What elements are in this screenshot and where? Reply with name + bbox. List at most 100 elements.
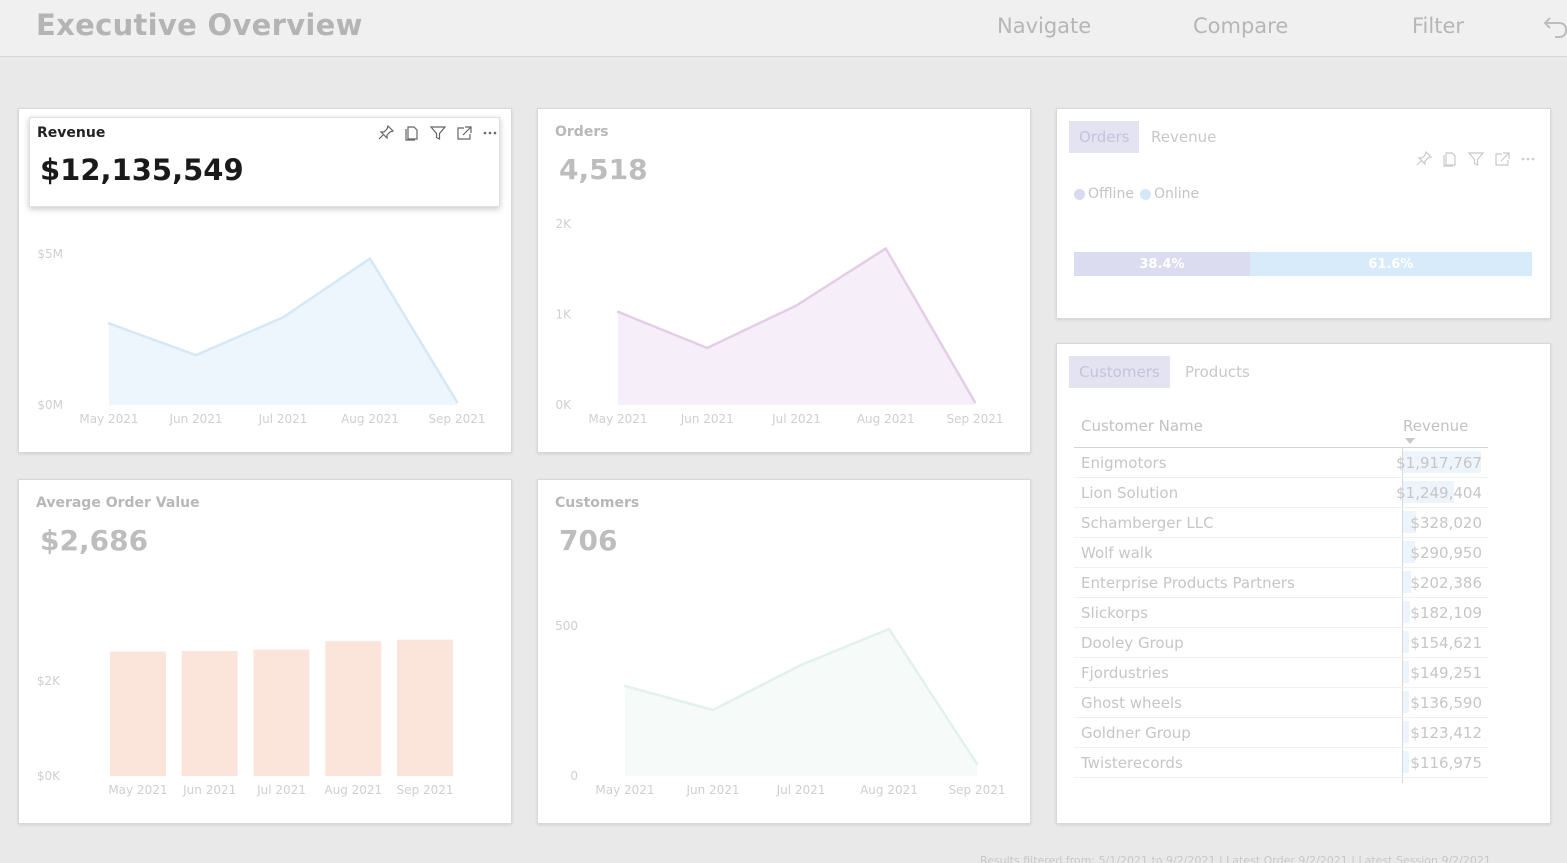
kpi-value: 706 xyxy=(559,524,618,557)
revenue-data-bar xyxy=(1403,691,1409,713)
card-title: Orders xyxy=(555,124,609,140)
table-row[interactable]: Ghost wheels $136,590 xyxy=(1074,688,1488,718)
more-options-icon[interactable] xyxy=(1519,151,1537,167)
nav-navigate[interactable]: Navigate xyxy=(997,14,1092,38)
table-row[interactable]: Schamberger LLC $328,020 xyxy=(1074,508,1488,538)
customer-name-cell: Wolf walk xyxy=(1081,544,1153,562)
customer-name-cell: Dooley Group xyxy=(1081,634,1184,652)
revenue-data-bar xyxy=(1403,511,1416,533)
customer-name-cell: Enigmotors xyxy=(1081,454,1167,472)
table-row[interactable]: Enterprise Products Partners $202,386 xyxy=(1074,568,1488,598)
customer-name-cell: Twisterecords xyxy=(1081,754,1183,772)
customer-name-cell: Lion Solution xyxy=(1081,484,1179,502)
copy-icon[interactable] xyxy=(403,125,421,141)
revenue-card[interactable]: $0M $5M May 2021 Jun 2021 Jul 2021 Aug 2021 Se… xyxy=(18,108,512,453)
offline-segment[interactable]: 38.4% xyxy=(1074,252,1250,276)
revenue-data-bar xyxy=(1403,721,1409,743)
channel-split-card[interactable]: Orders Revenue Offline Online 38.4% 61.6… xyxy=(1056,108,1551,319)
card-title: Customers xyxy=(555,495,640,511)
y-tick-label: $0K xyxy=(37,769,61,783)
table-row[interactable]: Lion Solution $1,249,404 xyxy=(1074,478,1488,508)
legend-item-offline[interactable]: Offline xyxy=(1074,186,1134,202)
y-tick-label: 0K xyxy=(555,398,572,412)
table-row[interactable]: Fjordustries $149,251 xyxy=(1074,658,1488,688)
more-options-icon[interactable] xyxy=(481,125,499,141)
revenue-data-bar xyxy=(1403,571,1411,593)
customer-name-cell: Schamberger LLC xyxy=(1081,514,1214,532)
revenue-cell: $116,975 xyxy=(1410,754,1482,772)
data-point-3 xyxy=(887,627,891,631)
table-row[interactable]: Twisterecords $116,975 xyxy=(1074,748,1488,778)
tab-orders[interactable]: Orders xyxy=(1069,121,1140,153)
revenue-cell: $202,386 xyxy=(1410,574,1482,592)
visual-toolbar xyxy=(1415,151,1537,167)
y-tick-label: $2K xyxy=(37,674,61,688)
data-point-4 xyxy=(973,401,977,404)
online-segment[interactable]: 61.6% xyxy=(1249,252,1532,276)
visual-toolbar xyxy=(377,125,499,141)
table-row[interactable]: Goldner Group $123,412 xyxy=(1074,718,1488,748)
card-title: Revenue xyxy=(37,125,106,141)
x-tick-label: Aug 2021 xyxy=(341,412,399,426)
x-tick-label: May 2021 xyxy=(595,783,654,797)
revenue-cell: $1,917,767 xyxy=(1396,454,1482,472)
table-row[interactable]: Slickorps $182,109 xyxy=(1074,598,1488,628)
aov-chart: $0K $2K May 2021 Jun 2021 Jul 2021 Aug 2021 Se… xyxy=(37,639,454,797)
bar-3 xyxy=(325,641,382,776)
legend-label: Online xyxy=(1153,186,1200,202)
data-point-0 xyxy=(107,322,111,325)
kpi-value: $12,135,549 xyxy=(40,153,244,187)
revenue-cell: $136,590 xyxy=(1410,694,1482,712)
legend-dot-online xyxy=(1139,188,1151,200)
y-tick-label: 2K xyxy=(555,217,572,231)
x-tick-label: Jul 2021 xyxy=(256,783,306,797)
nav-filter[interactable]: Filter xyxy=(1412,14,1465,38)
x-tick-label: Jun 2021 xyxy=(680,412,734,426)
data-point-2 xyxy=(281,316,285,319)
x-tick-label: May 2021 xyxy=(79,412,138,426)
x-tick-label: Aug 2021 xyxy=(324,783,382,797)
copy-icon[interactable] xyxy=(1441,151,1459,167)
x-tick-label: May 2021 xyxy=(108,783,167,797)
tab-customers[interactable]: Customers xyxy=(1069,356,1170,388)
page-title: Executive Overview xyxy=(36,8,363,42)
expand-icon[interactable] xyxy=(455,125,473,141)
table-row[interactable]: Enigmotors $1,917,767 xyxy=(1074,448,1488,478)
filter-icon[interactable] xyxy=(429,125,447,141)
customers-chart: 0 500 May 2021 Jun 2021 Jul 2021 Aug 2021 Sep … xyxy=(555,619,1005,797)
x-tick-label: Sep 2021 xyxy=(429,412,486,426)
data-point-3 xyxy=(884,247,887,250)
orders-card[interactable]: Orders 4,518 0K 1K 2K May 2021 Jun 2021 Jul 2… xyxy=(537,108,1031,453)
table-row[interactable]: Wolf walk $290,950 xyxy=(1074,538,1488,568)
revenue-data-bar xyxy=(1403,481,1454,503)
tab-revenue[interactable]: Revenue xyxy=(1151,128,1217,146)
expand-icon[interactable] xyxy=(1493,151,1511,167)
top-customers-card[interactable]: Customers Products Customer Name Revenue… xyxy=(1056,343,1551,824)
aov-card[interactable]: Average Order Value $2,686 $0K $2K May 202… xyxy=(18,479,512,824)
customers-card[interactable]: Customers 706 0 500 May 2021 Jun 2021 Jul 20… xyxy=(537,479,1031,824)
nav-compare[interactable]: Compare xyxy=(1193,14,1289,38)
sort-descending-icon[interactable] xyxy=(1405,438,1415,444)
x-tick-label: Jun 2021 xyxy=(685,783,739,797)
pin-icon[interactable] xyxy=(1415,151,1433,167)
pin-icon[interactable] xyxy=(377,125,395,141)
filter-icon[interactable] xyxy=(1467,151,1485,167)
data-point-1 xyxy=(711,708,715,712)
customer-name-cell: Fjordustries xyxy=(1081,664,1169,682)
column-header-revenue[interactable]: Revenue xyxy=(1403,417,1469,435)
data-point-1 xyxy=(706,346,709,350)
data-point-0 xyxy=(616,310,620,313)
tab-products[interactable]: Products xyxy=(1185,363,1250,381)
bar-4 xyxy=(397,639,454,776)
column-header-customer-name[interactable]: Customer Name xyxy=(1081,417,1203,435)
legend-item-online[interactable]: Online xyxy=(1139,186,1200,202)
undo-icon[interactable] xyxy=(1543,12,1567,40)
data-point-4 xyxy=(455,400,459,404)
x-tick-label: Aug 2021 xyxy=(857,412,915,426)
filter-status-note: Results filtered from: 5/1/2021 to 9/2/2… xyxy=(980,854,1491,863)
revenue-chart: $0M $5M May 2021 Jun 2021 Jul 2021 Aug 2021 Se… xyxy=(37,247,486,426)
table-row[interactable]: Dooley Group $154,621 xyxy=(1074,628,1488,658)
customer-table: Customer Name Revenue Enigmotors $1,917,7… xyxy=(1074,408,1488,783)
y-tick-label: $0M xyxy=(37,398,63,412)
customer-name-cell: Enterprise Products Partners xyxy=(1081,574,1295,592)
